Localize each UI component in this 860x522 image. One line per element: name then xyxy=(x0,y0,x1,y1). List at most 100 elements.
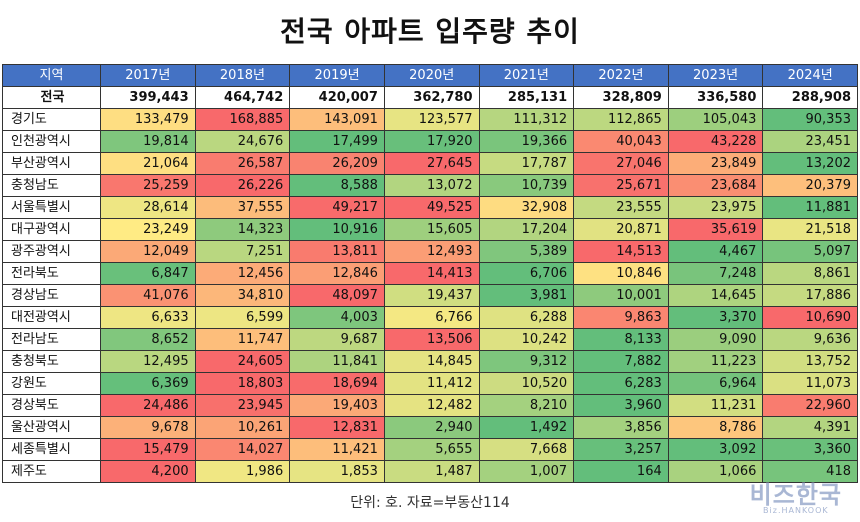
value-cell: 6,964 xyxy=(667,372,764,395)
value-cell: 3,856 xyxy=(573,416,669,439)
value-cell: 21,518 xyxy=(762,218,858,241)
value-cell: 6,283 xyxy=(573,372,669,395)
column-header-2023: 2023년 xyxy=(667,64,764,87)
value-cell: 164 xyxy=(573,460,669,483)
value-cell: 14,413 xyxy=(383,262,480,285)
value-cell: 1,487 xyxy=(383,460,480,483)
page-title: 전국 아파트 입주량 추이 xyxy=(280,15,580,48)
value-cell: 3,370 xyxy=(667,306,764,329)
value-cell: 11,223 xyxy=(667,350,764,373)
total-cell: 336,580 xyxy=(667,86,764,109)
value-cell: 7,882 xyxy=(573,350,669,373)
value-cell: 10,739 xyxy=(478,174,575,197)
value-cell: 25,671 xyxy=(573,174,669,197)
value-cell: 17,787 xyxy=(478,152,575,175)
value-cell: 8,210 xyxy=(478,394,575,417)
table-row: 제주도 4,200 1,986 1,853 1,487 1,007 164 1,066 418 xyxy=(2,460,858,483)
value-cell: 2,940 xyxy=(383,416,480,439)
value-cell: 12,493 xyxy=(383,240,480,263)
value-cell: 105,043 xyxy=(667,108,764,131)
value-cell: 418 xyxy=(762,460,858,483)
value-cell: 6,633 xyxy=(100,306,196,329)
value-cell: 3,960 xyxy=(573,394,669,417)
value-cell: 12,831 xyxy=(289,416,385,439)
table-row: 충청남도 25,259 26,226 8,588 13,072 10,739 25,671 2… xyxy=(2,174,858,197)
table-row: 경상북도 24,486 23,945 19,403 12,482 8,210 3,960 11… xyxy=(2,394,858,417)
value-cell: 6,288 xyxy=(478,306,575,329)
value-cell: 35,619 xyxy=(667,218,764,241)
value-cell: 14,845 xyxy=(383,350,480,373)
value-cell: 26,226 xyxy=(194,174,291,197)
value-cell: 23,451 xyxy=(762,130,858,153)
value-cell: 24,676 xyxy=(194,130,291,153)
value-cell: 143,091 xyxy=(289,108,385,131)
table-row: 경상남도 41,076 34,810 48,097 19,437 3,981 10,001 1… xyxy=(2,284,858,307)
value-cell: 13,506 xyxy=(383,328,480,351)
value-cell: 32,908 xyxy=(478,196,575,219)
value-cell: 48,097 xyxy=(289,284,385,307)
value-cell: 9,863 xyxy=(573,306,669,329)
value-cell: 8,861 xyxy=(762,262,858,285)
value-cell: 17,204 xyxy=(478,218,575,241)
value-cell: 23,555 xyxy=(573,196,669,219)
value-cell: 7,251 xyxy=(194,240,291,263)
value-cell: 168,885 xyxy=(194,108,291,131)
region-label: 경상북도 xyxy=(2,394,101,417)
value-cell: 1,986 xyxy=(194,460,291,483)
value-cell: 26,209 xyxy=(289,152,385,175)
logo-subtext: Biz.HANKOOK xyxy=(763,506,829,515)
value-cell: 90,353 xyxy=(762,108,858,131)
value-cell: 24,605 xyxy=(194,350,291,373)
value-cell: 11,412 xyxy=(383,372,480,395)
value-cell: 133,479 xyxy=(100,108,196,131)
value-cell: 13,072 xyxy=(383,174,480,197)
value-cell: 10,846 xyxy=(573,262,669,285)
table-row: 전라북도 6,847 12,456 12,846 14,413 6,706 10,846 7,… xyxy=(2,262,858,285)
value-cell: 9,678 xyxy=(100,416,196,439)
value-cell: 26,587 xyxy=(194,152,291,175)
value-cell: 15,479 xyxy=(100,438,196,461)
column-header-2019: 2019년 xyxy=(289,64,385,87)
value-cell: 13,752 xyxy=(762,350,858,373)
supply-table: 지역 2017년 2018년 2019년 2020년 2021년 2022년 2… xyxy=(2,64,858,483)
value-cell: 14,513 xyxy=(573,240,669,263)
total-row: 전국 399,443 464,742 420,007 362,780 285,1… xyxy=(2,86,858,109)
source-note: 단위: 호. 자료=부동산114 xyxy=(350,495,510,511)
value-cell: 43,228 xyxy=(667,130,764,153)
value-cell: 27,645 xyxy=(383,152,480,175)
value-cell: 41,076 xyxy=(100,284,196,307)
value-cell: 17,499 xyxy=(289,130,385,153)
value-cell: 11,881 xyxy=(762,196,858,219)
value-cell: 14,323 xyxy=(194,218,291,241)
value-cell: 6,766 xyxy=(383,306,480,329)
value-cell: 23,684 xyxy=(667,174,764,197)
value-cell: 3,360 xyxy=(762,438,858,461)
value-cell: 34,810 xyxy=(194,284,291,307)
region-label: 충청북도 xyxy=(2,350,101,373)
value-cell: 14,645 xyxy=(667,284,764,307)
value-cell: 10,261 xyxy=(194,416,291,439)
value-cell: 8,133 xyxy=(573,328,669,351)
table-row: 전라남도 8,652 11,747 9,687 13,506 10,242 8,133 9,0… xyxy=(2,328,858,351)
value-cell: 27,046 xyxy=(573,152,669,175)
table-row: 부산광역시 21,064 26,587 26,209 27,645 17,787 27,04… xyxy=(2,152,858,175)
value-cell: 9,687 xyxy=(289,328,385,351)
value-cell: 6,706 xyxy=(478,262,575,285)
value-cell: 8,652 xyxy=(100,328,196,351)
value-cell: 1,066 xyxy=(667,460,764,483)
value-cell: 23,849 xyxy=(667,152,764,175)
column-header-region: 지역 xyxy=(2,64,101,87)
value-cell: 40,043 xyxy=(573,130,669,153)
value-cell: 20,871 xyxy=(573,218,669,241)
value-cell: 18,803 xyxy=(194,372,291,395)
value-cell: 10,690 xyxy=(762,306,858,329)
value-cell: 6,847 xyxy=(100,262,196,285)
value-cell: 23,945 xyxy=(194,394,291,417)
value-cell: 23,249 xyxy=(100,218,196,241)
value-cell: 5,389 xyxy=(478,240,575,263)
value-cell: 18,694 xyxy=(289,372,385,395)
total-cell: 362,780 xyxy=(383,86,480,109)
table-row: 세종특별시 15,479 14,027 11,421 5,655 7,668 3,257 3,… xyxy=(2,438,858,461)
value-cell: 4,200 xyxy=(100,460,196,483)
region-label: 전라북도 xyxy=(2,262,101,285)
